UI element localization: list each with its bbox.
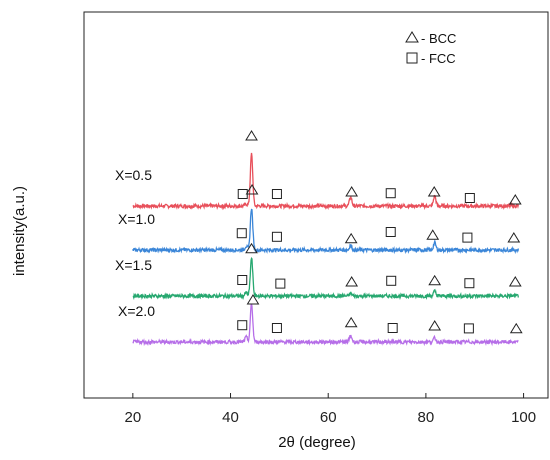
- bcc-marker: [427, 186, 441, 197]
- x-axis-title: 2θ (degree): [278, 434, 356, 451]
- series-line: [132, 257, 519, 301]
- fcc-marker: [464, 278, 475, 289]
- series-line: [132, 208, 519, 255]
- bcc-marker: [246, 294, 260, 305]
- labels-layer: X=0.5 X=1.0 X=1.5 X=2.0: [115, 167, 155, 319]
- fcc-marker: [275, 278, 286, 289]
- bcc-marker: [426, 229, 440, 240]
- x-tick-label: 100: [511, 409, 536, 426]
- bcc-marker: [345, 186, 359, 197]
- x-tick-label: 60: [320, 409, 337, 426]
- bcc-marker: [508, 194, 522, 205]
- legend-square-icon: [406, 52, 418, 64]
- series-layer: [132, 152, 519, 347]
- series-label: X=2.0: [118, 303, 155, 319]
- fcc-marker: [236, 228, 247, 239]
- fcc-marker: [271, 189, 282, 199]
- series-label: X=0.5: [115, 167, 152, 183]
- fcc-marker: [463, 323, 474, 334]
- bcc-marker: [345, 276, 359, 287]
- legend: - BCC - FCC: [405, 31, 456, 66]
- series-1: [132, 152, 519, 211]
- fcc-marker: [237, 320, 248, 331]
- series-line: [132, 152, 519, 211]
- fcc-marker: [271, 323, 282, 333]
- series-3: [132, 257, 519, 301]
- bcc-marker: [428, 274, 442, 286]
- plot-frame: [83, 11, 549, 399]
- y-axis-title: intensity(a.u.): [11, 186, 28, 276]
- fcc-marker: [385, 227, 396, 237]
- axes: 20 40 60 80 100: [83, 11, 549, 426]
- fcc-marker: [387, 323, 398, 333]
- x-tick-label: 80: [418, 409, 435, 426]
- series-line: [132, 303, 519, 347]
- fcc-marker: [237, 275, 248, 285]
- x-tick-label: 40: [222, 409, 239, 426]
- legend-triangle-icon: [405, 31, 419, 43]
- legend-label: - BCC: [421, 31, 456, 46]
- bcc-marker: [344, 232, 358, 244]
- bcc-marker: [508, 276, 522, 287]
- legend-label: - FCC: [421, 51, 456, 66]
- bcc-marker: [344, 316, 358, 328]
- fcc-marker: [385, 188, 396, 199]
- fcc-marker: [462, 232, 473, 243]
- markers-layer: [236, 130, 523, 334]
- bcc-marker: [245, 130, 258, 141]
- series-4: [132, 303, 519, 347]
- bcc-marker: [245, 184, 259, 195]
- fcc-marker: [271, 231, 282, 242]
- fcc-marker: [386, 275, 397, 286]
- bcc-marker: [509, 322, 523, 334]
- bcc-marker: [428, 320, 442, 331]
- bcc-marker: [507, 232, 521, 243]
- x-tick-label: 20: [124, 409, 141, 426]
- series-2: [132, 208, 519, 255]
- fcc-marker: [237, 189, 248, 199]
- series-label: X=1.0: [118, 211, 155, 227]
- fcc-marker: [464, 193, 475, 203]
- bcc-marker: [245, 242, 258, 254]
- series-label: X=1.5: [115, 257, 152, 273]
